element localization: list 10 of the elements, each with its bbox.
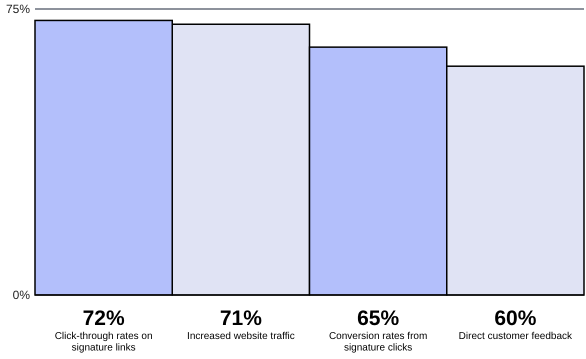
x-tick-label: Increased website traffic (187, 331, 295, 342)
x-tick-label: Click-through rates on signature links (54, 331, 153, 354)
data-label: 65% (357, 307, 400, 330)
data-label: 60% (494, 307, 537, 330)
y-tick-label: 75% (6, 2, 30, 16)
y-tick-label: 0% (12, 288, 30, 302)
data-label: 72% (82, 307, 125, 330)
x-tick-label: Conversion rates from signature clicks (328, 331, 428, 354)
data-label: 71% (220, 307, 262, 330)
x-tick-label: Direct customer feedback (458, 331, 574, 342)
